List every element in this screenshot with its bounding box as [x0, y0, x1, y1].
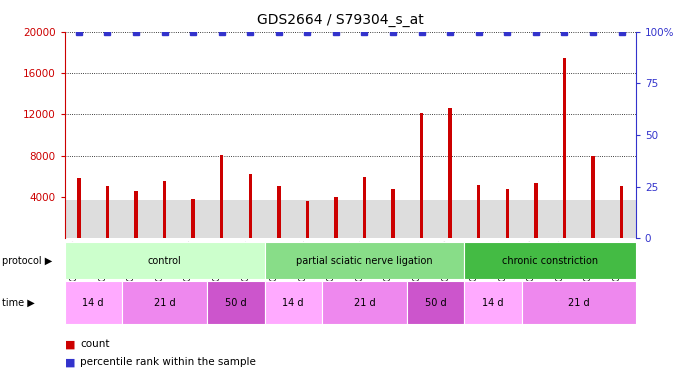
- Bar: [407, 281, 464, 324]
- Text: partial sciatic nerve ligation: partial sciatic nerve ligation: [296, 256, 432, 266]
- Bar: [305, 201, 309, 238]
- Bar: [265, 242, 464, 279]
- Bar: [65, 281, 122, 324]
- Bar: [534, 183, 538, 238]
- Text: chronic constriction: chronic constriction: [502, 256, 598, 266]
- Text: 50 d: 50 d: [225, 298, 247, 308]
- Bar: [163, 182, 167, 238]
- Bar: [591, 156, 595, 238]
- Bar: [191, 199, 195, 238]
- Bar: [477, 184, 481, 238]
- Text: count: count: [80, 339, 109, 350]
- Bar: [464, 281, 522, 324]
- Bar: [77, 178, 81, 238]
- Bar: [464, 242, 636, 279]
- Text: protocol ▶: protocol ▶: [2, 256, 52, 266]
- Text: 21 d: 21 d: [568, 298, 590, 308]
- Bar: [391, 189, 395, 238]
- Bar: [105, 186, 109, 238]
- Bar: [277, 186, 281, 238]
- Text: 14 d: 14 d: [482, 298, 504, 308]
- Bar: [265, 281, 322, 324]
- Bar: [420, 113, 424, 238]
- Text: 21 d: 21 d: [354, 298, 375, 308]
- Bar: [322, 281, 407, 324]
- Bar: [65, 200, 636, 238]
- Bar: [505, 189, 509, 238]
- Text: ■: ■: [65, 339, 75, 350]
- Text: ■: ■: [65, 357, 75, 368]
- Bar: [522, 281, 636, 324]
- Bar: [562, 58, 566, 238]
- Text: 21 d: 21 d: [154, 298, 175, 308]
- Bar: [134, 190, 138, 238]
- Text: 14 d: 14 d: [82, 298, 104, 308]
- Bar: [220, 154, 224, 238]
- Bar: [65, 242, 265, 279]
- Bar: [619, 186, 624, 238]
- Bar: [122, 281, 207, 324]
- Bar: [362, 177, 367, 238]
- Bar: [448, 108, 452, 238]
- Text: 50 d: 50 d: [425, 298, 447, 308]
- Text: GDS2664 / S79304_s_at: GDS2664 / S79304_s_at: [256, 13, 424, 27]
- Text: control: control: [148, 256, 182, 266]
- Text: time ▶: time ▶: [2, 298, 35, 308]
- Bar: [248, 174, 252, 238]
- Text: 14 d: 14 d: [282, 298, 304, 308]
- Bar: [207, 281, 265, 324]
- Text: percentile rank within the sample: percentile rank within the sample: [80, 357, 256, 368]
- Bar: [334, 197, 338, 238]
